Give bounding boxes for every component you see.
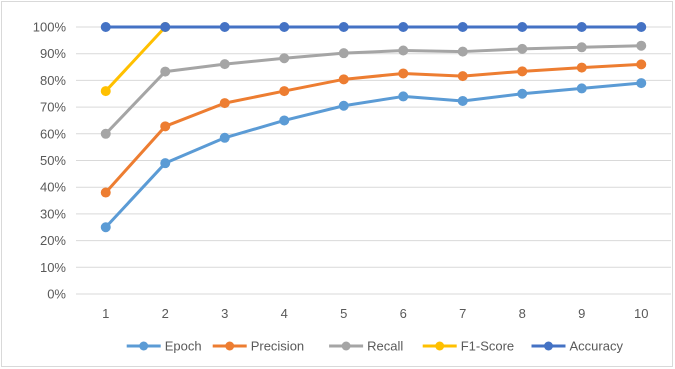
legend-label: Epoch (165, 339, 202, 354)
x-tick-label: 6 (400, 306, 407, 321)
data-point (457, 95, 468, 106)
data-point (100, 128, 111, 139)
y-tick-label: 20% (40, 233, 66, 248)
y-tick-label: 90% (40, 46, 66, 61)
legend-item: Precision (212, 339, 304, 354)
data-point (279, 53, 290, 64)
data-point (100, 187, 111, 198)
data-point (457, 22, 468, 32)
data-point (636, 22, 647, 32)
gridlines (76, 26, 671, 295)
y-tick-label: 70% (40, 100, 66, 115)
data-point (160, 158, 171, 169)
legend: Epoch Precision Recall F1-Score Accuracy (126, 339, 624, 354)
data-point (517, 88, 528, 99)
x-tick-label: 9 (578, 306, 585, 321)
data-point (398, 22, 409, 32)
y-tick-label: 0% (47, 287, 66, 302)
legend-item: F1-Score (422, 339, 514, 354)
data-point (576, 83, 587, 94)
data-point (398, 68, 409, 79)
data-point (160, 121, 171, 132)
series-line (104, 81, 643, 229)
data-point (338, 22, 349, 32)
data-point (517, 43, 528, 54)
legend-swatch-marker (225, 341, 235, 351)
data-point (517, 66, 528, 77)
y-tick-label: 40% (40, 180, 66, 195)
data-point (636, 78, 647, 89)
legend-swatch-marker (435, 341, 445, 351)
legend-item: Accuracy (531, 339, 624, 354)
y-tick-label: 50% (40, 153, 66, 168)
legend-item: Recall (329, 339, 403, 354)
data-point (219, 132, 230, 143)
legend-label: Accuracy (570, 339, 624, 354)
data-point (338, 74, 349, 85)
legend-label: Precision (251, 339, 304, 354)
data-point (279, 115, 290, 126)
y-tick-label: 60% (40, 126, 66, 141)
x-tick-label: 8 (519, 306, 526, 321)
legend-item: Epoch (126, 339, 202, 354)
x-tick-label: 4 (281, 306, 288, 321)
data-point (279, 22, 290, 32)
legend-swatch-marker (341, 341, 351, 351)
series-layer (100, 22, 647, 233)
series-line (104, 44, 643, 136)
y-tick-label: 10% (40, 260, 66, 275)
data-point (398, 45, 409, 56)
x-tick-label: 1 (102, 306, 109, 321)
series-f1-score (100, 22, 171, 97)
legend-label: Recall (367, 339, 403, 354)
legend-swatch-marker (139, 341, 149, 351)
series-precision (100, 59, 647, 198)
data-point (517, 22, 528, 32)
series-epoch (100, 78, 647, 233)
legend-label: F1-Score (461, 339, 514, 354)
y-axis-tick-labels: 0% 10% 20% 30% 40% 50% 60% 70% 80% 90% 100% (33, 20, 67, 302)
data-point (100, 22, 111, 32)
data-point (576, 22, 587, 32)
data-point (338, 48, 349, 59)
x-tick-label: 5 (340, 306, 347, 321)
data-point (160, 22, 171, 32)
legend-swatch-marker (544, 341, 553, 351)
x-tick-label: 7 (459, 306, 466, 321)
data-point (160, 66, 171, 77)
x-tick-label: 10 (634, 306, 648, 321)
y-tick-label: 80% (40, 73, 66, 88)
series-recall (100, 40, 647, 139)
data-point (576, 62, 587, 73)
data-point (219, 59, 230, 70)
series-accuracy (100, 22, 647, 32)
data-point (457, 46, 468, 57)
x-axis-tick-labels: 1 2 3 4 5 6 7 8 9 10 (102, 306, 648, 321)
data-point (398, 91, 409, 102)
data-point (457, 71, 468, 82)
x-tick-label: 3 (221, 306, 228, 321)
data-point (636, 40, 647, 51)
data-point (100, 86, 111, 97)
series-line (104, 62, 643, 195)
data-point (576, 42, 587, 53)
data-point (636, 59, 647, 70)
y-tick-label: 30% (40, 206, 66, 221)
data-point (338, 100, 349, 111)
data-point (100, 222, 111, 233)
data-point (219, 98, 230, 109)
data-point (219, 22, 230, 32)
series-line (104, 25, 167, 93)
data-point (279, 86, 290, 97)
x-tick-label: 2 (162, 306, 169, 321)
y-tick-label: 100% (33, 20, 67, 35)
